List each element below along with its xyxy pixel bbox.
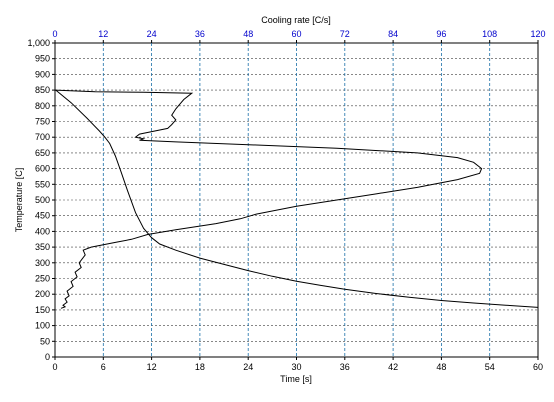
x-tick-label: 54 <box>485 362 495 372</box>
x-tick-label: 6 <box>101 362 106 372</box>
y-tick-label: 400 <box>35 226 50 236</box>
y-tick-label: 750 <box>35 117 50 127</box>
y-tick-label: 0 <box>45 352 50 362</box>
x2-tick-label: 96 <box>436 29 446 39</box>
x2-tick-label: 84 <box>388 29 398 39</box>
x2-tick-label: 120 <box>530 29 545 39</box>
y-tick-label: 850 <box>35 85 50 95</box>
y-tick-label: 600 <box>35 164 50 174</box>
temperature-time-curve <box>55 89 539 308</box>
x2-tick-label: 108 <box>482 29 497 39</box>
y-tick-label: 100 <box>35 321 50 331</box>
x-axis-title: Time [s] <box>280 374 312 384</box>
grid-lines <box>52 40 539 360</box>
y-tick-label: 350 <box>35 242 50 252</box>
data-series <box>54 89 539 309</box>
y-tick-label: 300 <box>35 258 50 268</box>
y-tick-label: 500 <box>35 195 50 205</box>
x-tick-label: 0 <box>52 362 57 372</box>
y-tick-label: 250 <box>35 274 50 284</box>
x-tick-label: 18 <box>195 362 205 372</box>
y-tick-label: 450 <box>35 211 50 221</box>
x2-tick-label: 0 <box>52 29 57 39</box>
y-tick-label: 550 <box>35 179 50 189</box>
y-axis-title: Temperature [C] <box>14 168 24 233</box>
x-tick-label: 24 <box>243 362 253 372</box>
x-tick-label: 48 <box>436 362 446 372</box>
x2-tick-label: 72 <box>340 29 350 39</box>
x2-tick-label: 48 <box>243 29 253 39</box>
y-tick-label: 200 <box>35 289 50 299</box>
x2-tick-label: 36 <box>195 29 205 39</box>
y-tick-label: 650 <box>35 148 50 158</box>
x2-tick-label: 60 <box>291 29 301 39</box>
y-tick-label: 700 <box>35 132 50 142</box>
x-tick-label: 42 <box>388 362 398 372</box>
x-tick-label: 60 <box>533 362 543 372</box>
x2-tick-label: 12 <box>98 29 108 39</box>
tick-labels: 0501001502002503003504004505005506006507… <box>27 29 545 372</box>
y-tick-label: 950 <box>35 54 50 64</box>
y-tick-label: 800 <box>35 101 50 111</box>
y-tick-label: 150 <box>35 305 50 315</box>
cooling-rate-curve <box>54 89 483 309</box>
x2-axis-title: Cooling rate [C/s] <box>261 15 331 25</box>
x-tick-label: 30 <box>291 362 301 372</box>
x2-tick-label: 24 <box>147 29 157 39</box>
x-tick-label: 12 <box>147 362 157 372</box>
y-tick-label: 50 <box>40 336 50 346</box>
x-tick-label: 36 <box>340 362 350 372</box>
y-tick-label: 1,000 <box>27 38 50 48</box>
y-tick-label: 900 <box>35 69 50 79</box>
